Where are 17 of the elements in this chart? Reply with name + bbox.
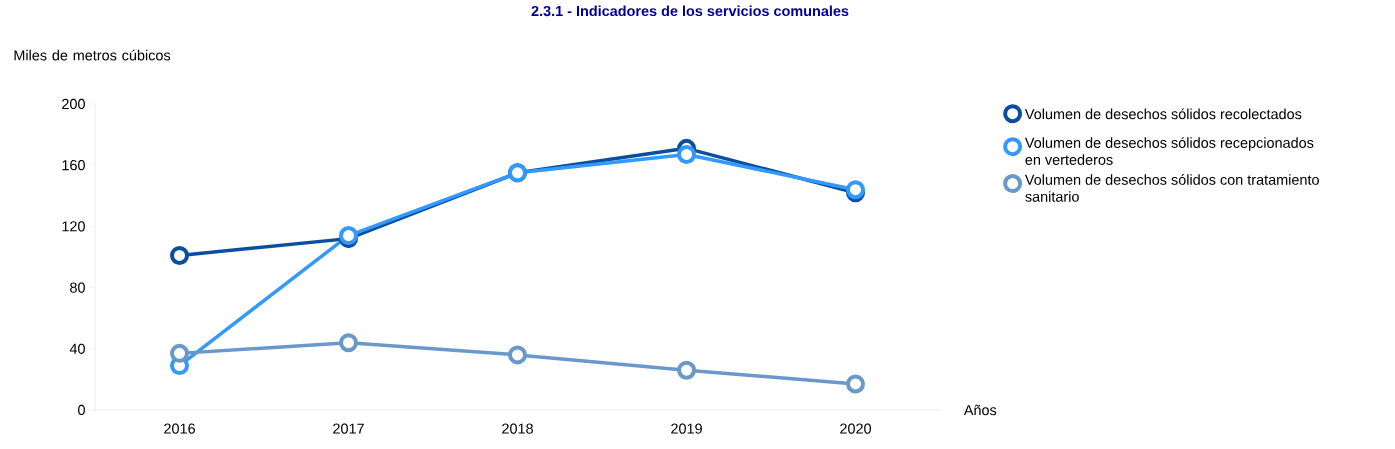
- y-tick-label: 200: [62, 98, 85, 110]
- y-tick-label: 80: [70, 282, 85, 293]
- x-tick-label: 2019: [671, 423, 702, 434]
- legend-label: Volumen de desechos sólidos con tratamiento sanitario: [1024, 174, 1319, 202]
- x-tick-label: 2016: [164, 423, 195, 434]
- x-tick-label: 2017: [333, 423, 364, 434]
- chart-title: 2.3.1 - Indicadores de los servicios comunales: [531, 5, 849, 17]
- y-tick-label: 160: [62, 160, 85, 171]
- legend-label: Volumen de desechos sólidos recolectados: [1024, 108, 1302, 120]
- x-tick-label: 2018: [502, 423, 533, 434]
- y-tick-label: 0: [78, 404, 85, 416]
- y-axis-title: Miles de metros cúbicos: [14, 49, 171, 61]
- x-tick-label: 2020: [840, 423, 872, 434]
- x-axis-title: Años: [963, 404, 997, 416]
- legend-label: Volumen de desechos sólidos recepcionados en vertederos: [1024, 137, 1314, 165]
- y-tick-label: 120: [62, 221, 85, 232]
- y-tick-label: 40: [69, 343, 85, 354]
